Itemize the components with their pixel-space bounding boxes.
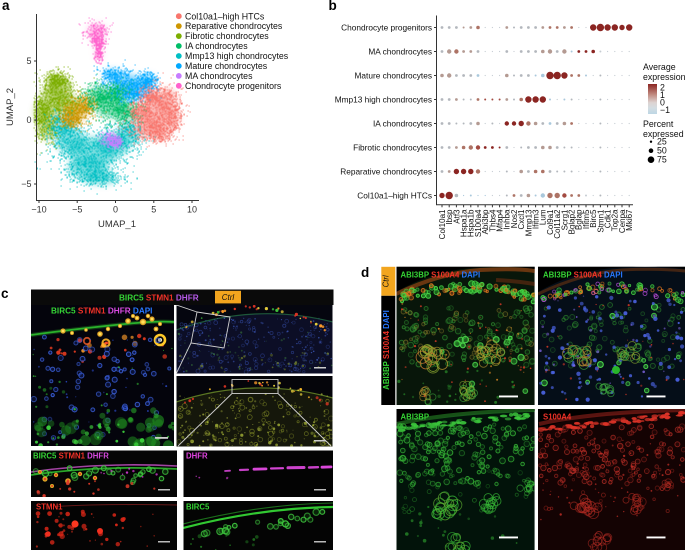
svg-text:Mature chondrocytes: Mature chondrocytes bbox=[355, 70, 432, 80]
svg-text:Ifitm3: Ifitm3 bbox=[532, 209, 541, 229]
svg-text:Ctrl: Ctrl bbox=[222, 293, 235, 302]
svg-text:Bglap2: Bglap2 bbox=[568, 209, 577, 234]
svg-text:b: b bbox=[329, 0, 337, 13]
svg-text:d: d bbox=[361, 265, 369, 280]
svg-text:Mki67: Mki67 bbox=[625, 209, 634, 231]
svg-text:2: 2 bbox=[660, 83, 665, 93]
svg-text:S100A4: S100A4 bbox=[543, 413, 572, 422]
svg-text:−10: −10 bbox=[31, 205, 46, 215]
svg-text:Cdk1: Cdk1 bbox=[604, 209, 613, 228]
svg-text:STMN1: STMN1 bbox=[36, 503, 63, 512]
svg-text:S100a4: S100a4 bbox=[474, 209, 483, 237]
svg-text:Percent: Percent bbox=[643, 119, 674, 129]
svg-text:Scrg1: Scrg1 bbox=[560, 209, 569, 230]
svg-text:Stmn1: Stmn1 bbox=[596, 209, 605, 233]
svg-text:Col10a1–high HTCs: Col10a1–high HTCs bbox=[185, 11, 265, 21]
svg-text:Fibrotic chondrocytes: Fibrotic chondrocytes bbox=[353, 142, 432, 152]
svg-text:−5: −5 bbox=[21, 179, 31, 189]
svg-text:Reparative chondrocytes: Reparative chondrocytes bbox=[185, 21, 283, 31]
svg-text:Hspa1a: Hspa1a bbox=[460, 209, 469, 237]
svg-text:Average: Average bbox=[643, 62, 676, 72]
svg-text:0: 0 bbox=[26, 115, 31, 125]
svg-text:Chondrocyte progenitors: Chondrocyte progenitors bbox=[341, 22, 432, 32]
svg-text:Thbs4: Thbs4 bbox=[488, 209, 497, 232]
svg-text:Col9a1: Col9a1 bbox=[546, 209, 555, 235]
svg-text:Ibsp: Ibsp bbox=[445, 209, 454, 225]
svg-text:0: 0 bbox=[660, 98, 665, 108]
svg-text:Col10a1–high HTCs: Col10a1–high HTCs bbox=[357, 190, 432, 200]
svg-text:DHFR: DHFR bbox=[186, 452, 208, 461]
svg-text:Ifitm5: Ifitm5 bbox=[582, 209, 591, 229]
svg-text:Mmp13 high chondrocytes: Mmp13 high chondrocytes bbox=[185, 51, 289, 61]
svg-text:−5: −5 bbox=[72, 205, 82, 215]
svg-text:Mfap4: Mfap4 bbox=[496, 209, 505, 232]
svg-text:Lum: Lum bbox=[539, 209, 548, 225]
svg-text:Cenpa: Cenpa bbox=[618, 209, 627, 233]
svg-text:ABI3BP S100A4 DAPI: ABI3BP S100A4 DAPI bbox=[401, 270, 481, 279]
svg-text:5: 5 bbox=[26, 56, 31, 66]
svg-text:Top2a: Top2a bbox=[611, 209, 620, 231]
svg-text:Abi3bp: Abi3bp bbox=[481, 209, 490, 234]
svg-text:BIRC5 STMN1 DHFR: BIRC5 STMN1 DHFR bbox=[33, 452, 109, 461]
svg-text:Fibrotic chondrocytes: Fibrotic chondrocytes bbox=[185, 31, 269, 41]
svg-text:Nos2: Nos2 bbox=[510, 209, 519, 228]
svg-text:Mmp13 high chondrocytes: Mmp13 high chondrocytes bbox=[335, 94, 432, 104]
svg-text:ABI3BP S100A4 DAPI: ABI3BP S100A4 DAPI bbox=[543, 270, 623, 279]
svg-text:0: 0 bbox=[113, 205, 118, 215]
svg-text:Atf3: Atf3 bbox=[452, 209, 461, 224]
svg-text:a: a bbox=[2, 0, 10, 13]
svg-text:BIRC5 STMN1 DHFR DAPI: BIRC5 STMN1 DHFR DAPI bbox=[51, 307, 152, 316]
svg-text:Chondrocyte progenitors: Chondrocyte progenitors bbox=[185, 81, 282, 91]
svg-text:MA chondrocytes: MA chondrocytes bbox=[368, 46, 432, 56]
svg-text:Bglap: Bglap bbox=[575, 209, 584, 230]
svg-text:UMAP_2: UMAP_2 bbox=[5, 88, 16, 126]
svg-text:Cxcl1: Cxcl1 bbox=[517, 209, 526, 230]
svg-text:Col11a2: Col11a2 bbox=[553, 209, 562, 239]
svg-text:Col10a1: Col10a1 bbox=[438, 209, 447, 239]
svg-text:ABI3BP S100A4 DAPI: ABI3BP S100A4 DAPI bbox=[382, 310, 391, 390]
svg-text:Birc5: Birc5 bbox=[589, 209, 598, 228]
svg-text:Inhba: Inhba bbox=[503, 209, 512, 230]
svg-text:Hspa1b: Hspa1b bbox=[467, 209, 476, 237]
svg-text:Ctrl: Ctrl bbox=[381, 275, 390, 287]
svg-text:1: 1 bbox=[660, 90, 665, 100]
svg-text:75: 75 bbox=[657, 155, 667, 165]
svg-text:Mature chondrocytes: Mature chondrocytes bbox=[185, 61, 268, 71]
svg-text:Reparative chondrocytes: Reparative chondrocytes bbox=[340, 166, 432, 176]
svg-text:BIRC5: BIRC5 bbox=[186, 503, 210, 512]
svg-text:UMAP_1: UMAP_1 bbox=[98, 219, 136, 230]
svg-text:IA chondrocytes: IA chondrocytes bbox=[185, 41, 248, 51]
svg-text:c: c bbox=[1, 286, 9, 301]
svg-text:MA chondrocytes: MA chondrocytes bbox=[185, 71, 253, 81]
svg-text:−1: −1 bbox=[660, 105, 670, 115]
svg-text:25: 25 bbox=[657, 137, 667, 147]
svg-text:Mmp13: Mmp13 bbox=[524, 209, 533, 236]
svg-text:10: 10 bbox=[187, 205, 197, 215]
svg-text:IA chondrocytes: IA chondrocytes bbox=[373, 118, 432, 128]
svg-text:5: 5 bbox=[151, 205, 156, 215]
svg-text:ABI3BP: ABI3BP bbox=[401, 413, 430, 422]
svg-text:BIRC5 STMN1 DHFR: BIRC5 STMN1 DHFR bbox=[119, 294, 199, 303]
svg-text:expression: expression bbox=[643, 72, 685, 82]
svg-text:50: 50 bbox=[657, 146, 667, 156]
svg-text:expressed: expressed bbox=[643, 129, 684, 139]
